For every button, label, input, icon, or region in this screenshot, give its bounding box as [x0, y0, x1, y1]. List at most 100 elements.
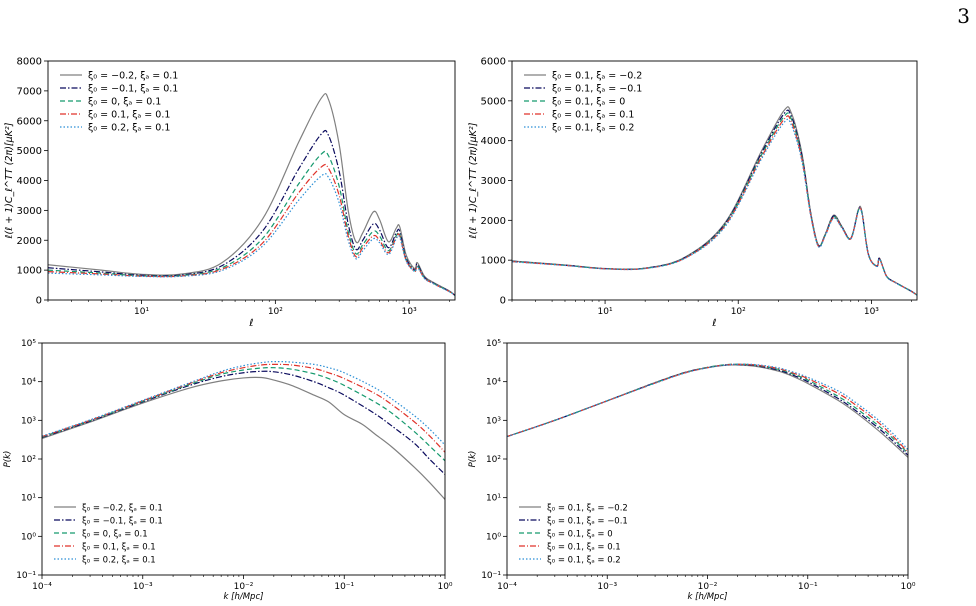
plot-frame [47, 60, 456, 301]
series-line-3 [512, 112, 917, 296]
x-tick-label: 10⁻² [234, 582, 254, 592]
series-line-1 [507, 364, 908, 458]
series-line-5 [507, 363, 908, 451]
y-axis-label: P(k) [468, 451, 478, 468]
x-tick-label: 10⁰ [900, 582, 915, 592]
x-axis-label: ℓ [712, 318, 716, 329]
x-tick-label: 10³ [864, 307, 879, 317]
legend-entry-1: ξ₀ = −0.2, ξₐ = 0.1 [88, 71, 178, 82]
chart-bl: 10⁻⁴ 10⁻³ 10⁻² 10⁻¹ 10⁰ 10⁻¹ 10⁰ 10¹ 10² 10³ 10⁴ 10… [3, 339, 453, 602]
y-tick-label: 4000 [481, 136, 506, 147]
series-line-4 [512, 115, 917, 296]
legend-entry-1: ξ₀ = 0.1, ξₐ = −0.2 [547, 504, 628, 514]
x-tick-label: 10⁻¹ [334, 582, 354, 592]
y-tick-label: 0 [36, 296, 42, 307]
y-tick-label: 10⁵ [21, 339, 36, 349]
legend-entry-1: ξ₀ = −0.2, ξₐ = 0.1 [82, 504, 163, 514]
y-tick-label: 7000 [17, 86, 42, 97]
y-tick-label: 1000 [17, 266, 42, 277]
x-axis-label: k [h/Mpc] [224, 592, 264, 602]
series-line-5 [512, 118, 917, 296]
legend-entry-4: ξ₀ = 0.1, ξₐ = 0.1 [82, 543, 156, 553]
x-tick-label: 10⁻³ [133, 582, 153, 592]
series-line-5 [48, 173, 455, 297]
legend-entry-5: ξ₀ = 0.1, ξₐ = 0.2 [547, 556, 621, 566]
y-tick-label: 3000 [17, 206, 42, 217]
y-tick-label: 10⁻¹ [481, 571, 501, 581]
x-tick-label: 10¹ [598, 307, 613, 317]
legend-entry-5: ξ₀ = 0.2, ξₐ = 0.1 [82, 556, 156, 566]
legend-entry-3: ξ₀ = 0.1, ξₐ = 0 [547, 530, 613, 540]
legend-entry-4: ξ₀ = 0.1, ξₐ = 0.1 [552, 110, 634, 121]
x-tick-label: 10² [731, 307, 746, 317]
y-tick-label: 3000 [481, 176, 506, 187]
series-line-4 [48, 163, 455, 297]
x-axis-label: ℓ [249, 318, 253, 329]
y-axis-label: ℓ(ℓ + 1)C_ℓ^TT (2π)[μK²] [468, 122, 479, 238]
legend-entry-2: ξ₀ = 0.1, ξₐ = −0.1 [552, 84, 642, 95]
y-tick-label: 10¹ [21, 494, 36, 504]
y-tick-label: 10¹ [486, 494, 501, 504]
plot-frame [506, 342, 909, 576]
x-tick-label: 10⁻⁴ [497, 582, 517, 592]
x-tick-label: 10³ [402, 307, 417, 317]
x-tick-label: 10⁻¹ [798, 582, 818, 592]
y-tick-label: 10⁴ [486, 378, 501, 388]
series-line-1 [512, 106, 917, 296]
y-tick-label: 4000 [17, 176, 42, 187]
x-tick-label: 10⁰ [437, 582, 452, 592]
y-tick-label: 2000 [17, 236, 42, 247]
y-tick-label: 10⁵ [486, 339, 501, 349]
series-line-1 [42, 376, 445, 500]
x-tick-label: 10² [268, 307, 283, 317]
y-tick-label: 0 [500, 296, 506, 307]
series-line-2 [42, 370, 445, 475]
chart-tl: 10¹ 10² 10³ 0 1000 2000 3000 4000 5000 6000 7000 80… [4, 57, 456, 329]
legend-entry-4: ξ₀ = 0.1, ξₐ = 0.1 [88, 110, 170, 121]
y-tick-label: 10⁻¹ [16, 571, 36, 581]
y-tick-label: 1000 [481, 256, 506, 267]
plot-frame [41, 342, 446, 576]
series-line-3 [507, 363, 908, 454]
legend-entry-1: ξ₀ = 0.1, ξₐ = −0.2 [552, 71, 642, 82]
series-line-2 [507, 363, 908, 456]
chart-br: 10⁻⁴ 10⁻³ 10⁻² 10⁻¹ 10⁰ 10⁻¹ 10⁰ 10¹ 10² 10³ 10⁴ 10… [468, 339, 916, 602]
legend-entry-3: ξ₀ = 0.1, ξₐ = 0 [552, 97, 625, 108]
legend-entry-4: ξ₀ = 0.1, ξₐ = 0.1 [547, 543, 621, 553]
y-tick-label: 8000 [17, 57, 42, 68]
x-tick-label: 10¹ [134, 307, 149, 317]
y-tick-label: 10² [486, 455, 501, 465]
y-axis-label: P(k) [3, 451, 13, 468]
legend-entry-2: ξ₀ = −0.1, ξₐ = 0.1 [88, 84, 178, 95]
series-line-2 [512, 109, 917, 296]
series-line-2 [48, 129, 455, 296]
x-tick-label: 10⁻⁴ [32, 582, 52, 592]
legend-entry-5: ξ₀ = 0.2, ξₐ = 0.1 [88, 123, 170, 134]
series-line-1 [48, 92, 455, 296]
y-tick-label: 6000 [17, 116, 42, 127]
x-axis-label: k [h/Mpc] [688, 592, 728, 602]
legend-entry-2: ξ₀ = −0.1, ξₐ = 0.1 [82, 517, 163, 527]
legend-entry-2: ξ₀ = 0.1, ξₐ = −0.1 [547, 517, 628, 527]
plot-frame [511, 60, 918, 301]
chart-tr: 10¹ 10² 10³ 0 1000 2000 3000 4000 5000 6000 ℓ ℓ(ℓ +… [468, 57, 918, 329]
legend-entry-5: ξ₀ = 0.1, ξₐ = 0.2 [552, 123, 634, 134]
legend-entry-3: ξ₀ = 0, ξₐ = 0.1 [88, 97, 161, 108]
y-tick-label: 10² [21, 455, 36, 465]
y-tick-label: 5000 [17, 146, 42, 157]
y-tick-label: 10⁰ [486, 532, 501, 542]
y-tick-label: 5000 [481, 96, 506, 107]
y-axis-label: ℓ(ℓ + 1)C_ℓ^TT (2π)[μK²] [4, 122, 15, 238]
y-tick-label: 10³ [486, 416, 501, 426]
x-tick-label: 10⁻² [698, 582, 718, 592]
x-tick-label: 10⁻³ [597, 582, 617, 592]
y-tick-label: 6000 [481, 57, 506, 68]
y-tick-label: 10⁴ [21, 378, 36, 388]
y-tick-label: 2000 [481, 216, 506, 227]
series-line-4 [507, 363, 908, 453]
series-line-3 [42, 367, 445, 462]
legend-entry-3: ξ₀ = 0, ξₐ = 0.1 [82, 530, 148, 540]
series-line-5 [42, 360, 445, 446]
page-number: 3 [957, 4, 970, 28]
